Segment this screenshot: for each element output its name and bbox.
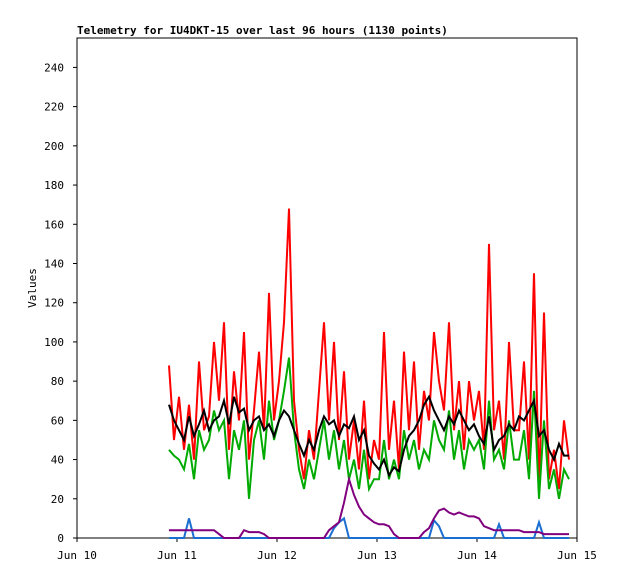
y-tick-label: 120: [44, 297, 64, 310]
series-line: [169, 475, 569, 539]
series-line: [168, 357, 570, 499]
y-tick-label: 180: [44, 179, 64, 192]
series-line: [168, 208, 570, 490]
y-tick-label: 160: [44, 218, 64, 231]
chart-title: Telemetry for IU4DKT-15 over last 96 hou…: [77, 24, 448, 37]
x-tick-label: Jun 15: [557, 549, 597, 562]
y-axis-label: Values: [26, 268, 39, 308]
y-tick-label: 20: [51, 493, 64, 506]
y-tick-label: 220: [44, 101, 64, 114]
y-tick-label: 100: [44, 336, 64, 349]
x-tick-label: Jun 13: [357, 549, 397, 562]
x-tick-label: Jun 14: [457, 549, 497, 562]
x-tick-label: Jun 11: [157, 549, 197, 562]
x-tick-label: Jun 10: [57, 549, 97, 562]
y-tick-label: 200: [44, 140, 64, 153]
y-tick-label: 0: [57, 532, 64, 545]
y-tick-label: 40: [51, 454, 64, 467]
y-tick-label: 140: [44, 257, 64, 270]
y-tick-label: 80: [51, 375, 64, 388]
x-tick-label: Jun 12: [257, 549, 297, 562]
y-tick-label: 240: [44, 61, 64, 74]
series-line: [168, 394, 569, 478]
y-tick-label: 60: [51, 414, 64, 427]
